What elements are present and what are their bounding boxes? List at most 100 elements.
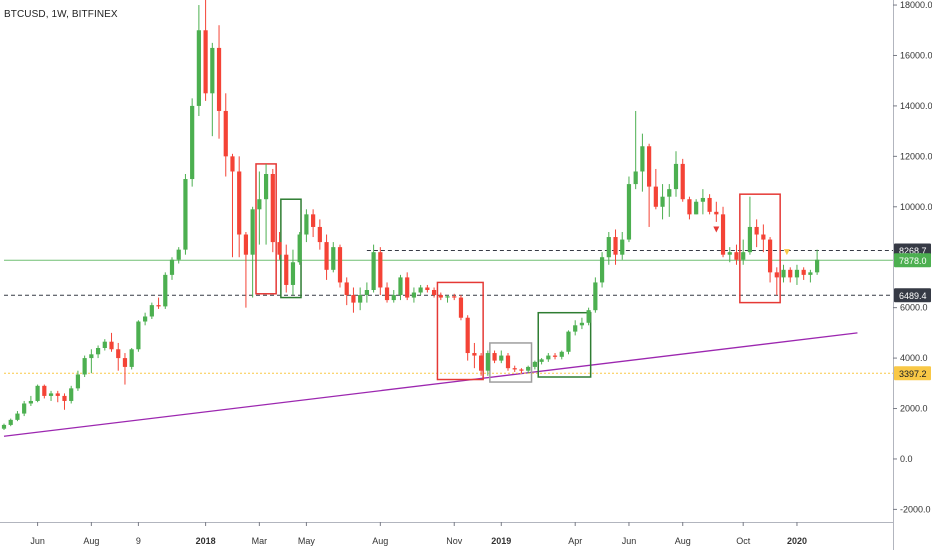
- candle[interactable]: [499, 350, 504, 364]
- candle[interactable]: [741, 239, 746, 265]
- candle[interactable]: [418, 284, 423, 296]
- candle[interactable]: [465, 315, 470, 361]
- candle[interactable]: [163, 272, 168, 309]
- candle[interactable]: [647, 143, 652, 227]
- candle[interactable]: [270, 168, 275, 253]
- support-trendline[interactable]: [3, 332, 858, 437]
- candle[interactable]: [452, 293, 457, 301]
- candle[interactable]: [337, 244, 343, 288]
- candle[interactable]: [69, 385, 74, 404]
- candle[interactable]: [311, 209, 316, 238]
- candle[interactable]: [371, 244, 376, 293]
- candle-series[interactable]: [1, 0, 820, 430]
- candle[interactable]: [102, 339, 107, 351]
- candle[interactable]: [700, 189, 705, 215]
- candle[interactable]: [257, 171, 262, 245]
- candle[interactable]: [405, 272, 410, 301]
- candle[interactable]: [438, 292, 443, 301]
- candle[interactable]: [694, 199, 699, 215]
- candle[interactable]: [794, 264, 800, 285]
- candle[interactable]: [237, 156, 242, 258]
- candle[interactable]: [727, 247, 732, 263]
- candle[interactable]: [552, 353, 558, 360]
- candle[interactable]: [230, 153, 235, 258]
- candle[interactable]: [284, 244, 289, 293]
- annotation-box[interactable]: [537, 311, 592, 378]
- candle[interactable]: [492, 350, 497, 364]
- candle[interactable]: [599, 252, 605, 288]
- candle[interactable]: [660, 184, 665, 220]
- candle[interactable]: [620, 232, 625, 260]
- candle[interactable]: [55, 390, 60, 403]
- candle[interactable]: [425, 284, 430, 293]
- candle[interactable]: [1, 423, 7, 430]
- candle[interactable]: [519, 368, 524, 374]
- candle[interactable]: [431, 287, 437, 298]
- candle[interactable]: [633, 110, 638, 190]
- candle[interactable]: [169, 257, 175, 280]
- candle[interactable]: [485, 350, 490, 376]
- candle[interactable]: [566, 330, 571, 355]
- candle[interactable]: [344, 277, 349, 306]
- candle[interactable]: [22, 400, 27, 417]
- candle[interactable]: [754, 219, 759, 248]
- candle[interactable]: [143, 312, 148, 326]
- candle[interactable]: [304, 209, 309, 243]
- annotation-box[interactable]: [739, 193, 781, 304]
- candle[interactable]: [532, 360, 537, 370]
- candle[interactable]: [223, 93, 228, 177]
- candle[interactable]: [48, 390, 54, 401]
- candle[interactable]: [720, 206, 726, 258]
- candle[interactable]: [801, 267, 806, 280]
- candle[interactable]: [82, 355, 87, 377]
- candle[interactable]: [673, 151, 679, 197]
- candle[interactable]: [216, 25, 222, 139]
- candle[interactable]: [445, 295, 450, 303]
- candle[interactable]: [384, 282, 390, 303]
- candle[interactable]: [579, 317, 585, 330]
- candle[interactable]: [317, 219, 322, 250]
- candle[interactable]: [512, 365, 517, 372]
- candle[interactable]: [546, 353, 551, 362]
- candle[interactable]: [183, 174, 188, 255]
- candle[interactable]: [472, 342, 477, 369]
- candle[interactable]: [297, 232, 302, 265]
- candle[interactable]: [391, 290, 396, 303]
- candle[interactable]: [28, 395, 33, 406]
- candle[interactable]: [263, 163, 269, 245]
- candle[interactable]: [767, 237, 773, 283]
- candle[interactable]: [626, 176, 632, 243]
- candle[interactable]: [398, 274, 403, 301]
- candle[interactable]: [122, 353, 128, 385]
- candle[interactable]: [176, 247, 181, 264]
- candle[interactable]: [808, 269, 813, 283]
- candle[interactable]: [62, 393, 67, 410]
- candle[interactable]: [75, 370, 81, 391]
- candle[interactable]: [129, 348, 134, 370]
- candle[interactable]: [95, 345, 101, 359]
- candle[interactable]: [243, 232, 249, 308]
- candle[interactable]: [559, 350, 564, 360]
- candle[interactable]: [42, 384, 47, 399]
- candle[interactable]: [190, 98, 195, 187]
- candle[interactable]: [734, 244, 739, 265]
- candle[interactable]: [136, 320, 141, 352]
- candle[interactable]: [526, 365, 531, 374]
- candle[interactable]: [290, 249, 296, 296]
- candle[interactable]: [573, 320, 578, 336]
- candle[interactable]: [640, 133, 645, 192]
- annotation-box[interactable]: [436, 281, 484, 381]
- candle[interactable]: [196, 5, 201, 116]
- candle[interactable]: [781, 264, 786, 283]
- candle[interactable]: [250, 206, 255, 298]
- candle[interactable]: [116, 342, 121, 371]
- candle[interactable]: [479, 353, 484, 376]
- candle[interactable]: [586, 307, 591, 326]
- candle[interactable]: [593, 277, 598, 313]
- candle[interactable]: [613, 229, 618, 265]
- candle[interactable]: [15, 411, 20, 422]
- candle[interactable]: [714, 201, 719, 222]
- candle[interactable]: [35, 384, 40, 403]
- price-axis-panel[interactable]: [893, 0, 932, 550]
